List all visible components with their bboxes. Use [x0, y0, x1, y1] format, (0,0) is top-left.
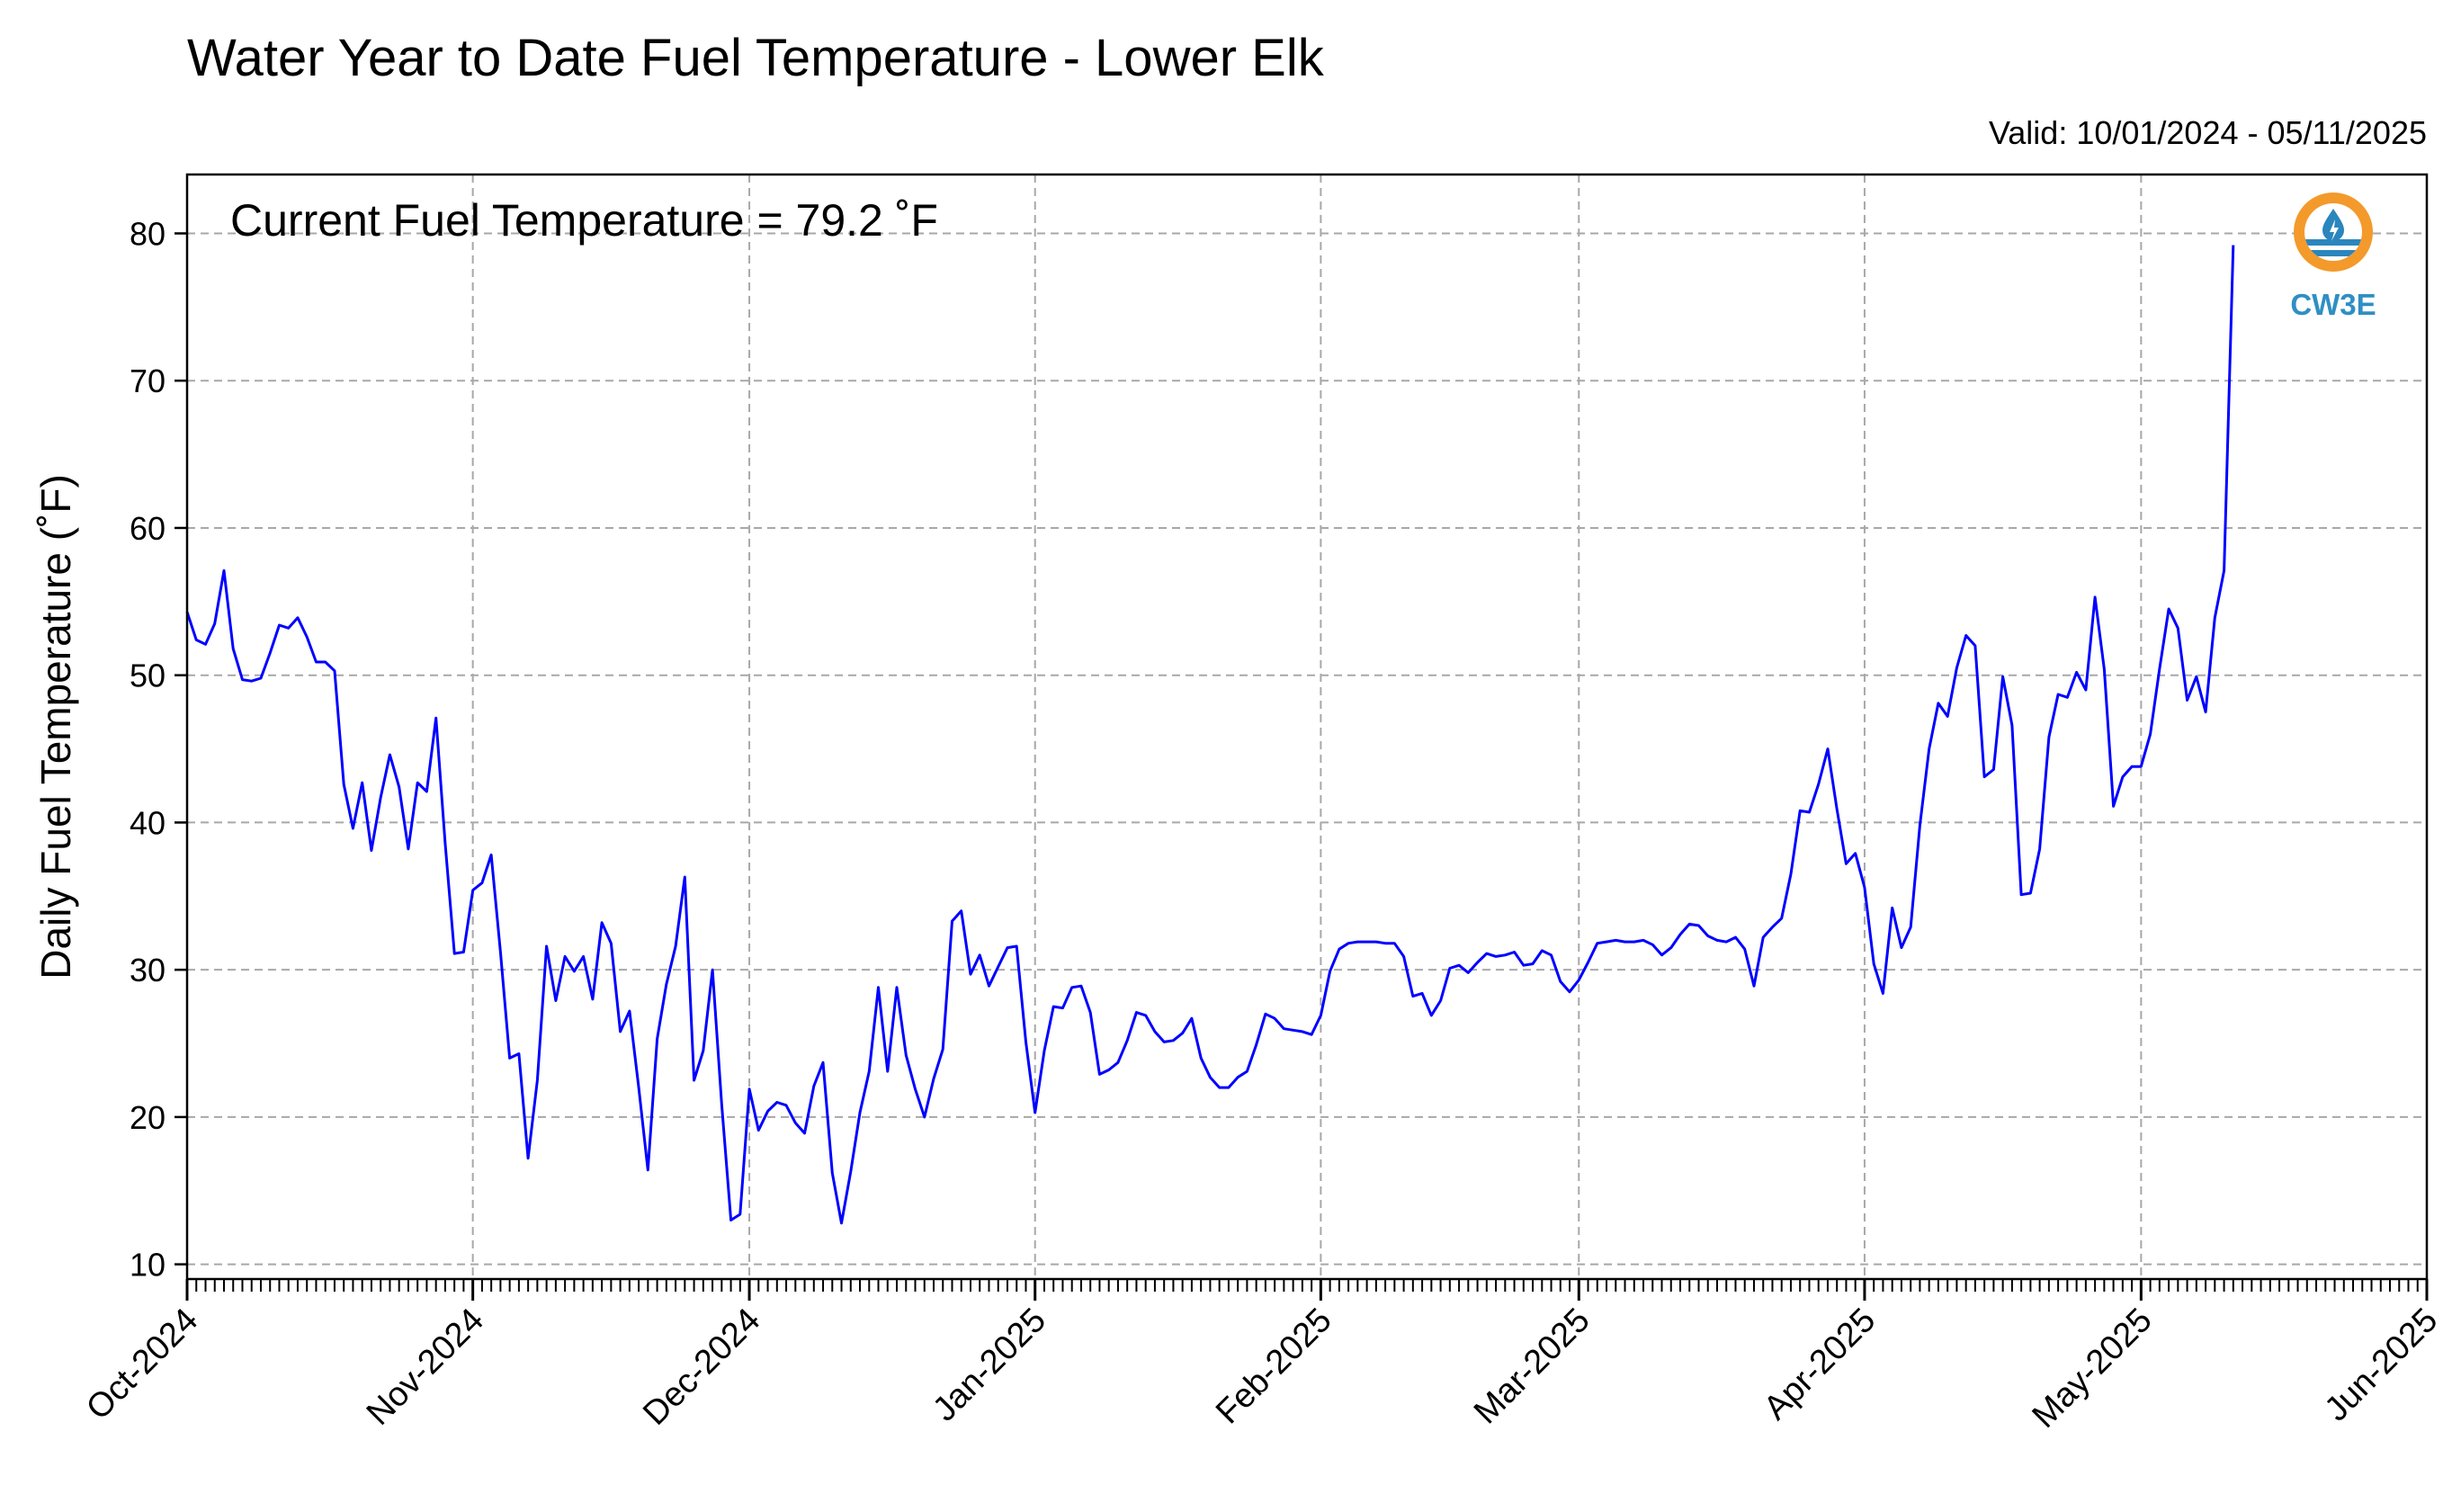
y-axis-label: Daily Fuel Temperature (˚F): [32, 474, 79, 980]
cw3e-logo-text: CW3E: [2290, 288, 2376, 321]
grid-lines: [187, 174, 2427, 1279]
x-tick-label-Apr-2025: Apr-2025: [1757, 1302, 1883, 1427]
y-tick-label-30: 30: [130, 952, 166, 989]
x-minor-ticks: [186, 1279, 2428, 1292]
x-tick-label-Jun-2025: Jun-2025: [2318, 1302, 2446, 1429]
current-value-annotation: Current Fuel Temperature = 79.2 ˚F: [230, 195, 938, 246]
y-tick-label-20: 20: [130, 1099, 166, 1136]
y-tick-label-40: 40: [130, 804, 166, 841]
y-tick-label-10: 10: [130, 1247, 166, 1284]
cw3e-logo: CW3E: [2290, 192, 2376, 321]
x-tick-label-Nov-2024: Nov-2024: [360, 1302, 491, 1433]
series-line-layer: [185, 245, 2235, 1225]
x-tick-label-Dec-2024: Dec-2024: [636, 1302, 767, 1433]
cw3e-logo-emblem: [2294, 192, 2373, 272]
plot-area-frame: [185, 173, 2429, 1281]
x-tick-label-Feb-2025: Feb-2025: [1209, 1302, 1339, 1432]
x-tick-label-Jan-2025: Jan-2025: [926, 1302, 1053, 1429]
fuel-temperature-series-line: [185, 245, 2235, 1225]
y-tick-label-80: 80: [130, 215, 166, 252]
valid-date-range: Valid: 10/01/2024 - 05/11/2025: [1989, 114, 2427, 151]
y-tick-label-50: 50: [130, 658, 166, 694]
y-tick-label-60: 60: [130, 510, 166, 547]
y-tick-label-70: 70: [130, 362, 166, 399]
y-axis-ticks: 10 20 30 40 50 60 70 80: [130, 215, 187, 1284]
chart-title: Water Year to Date Fuel Temperature - Lo…: [187, 29, 1325, 87]
x-axis-ticks: Oct-2024 Nov-2024 Dec-2024 Jan-2025 Feb-2025…: [79, 1279, 2445, 1436]
x-tick-label-Oct-2024: Oct-2024: [79, 1302, 205, 1427]
x-tick-label-Mar-2025: Mar-2025: [1467, 1302, 1597, 1432]
x-tick-label-May-2025: May-2025: [2026, 1302, 2160, 1436]
